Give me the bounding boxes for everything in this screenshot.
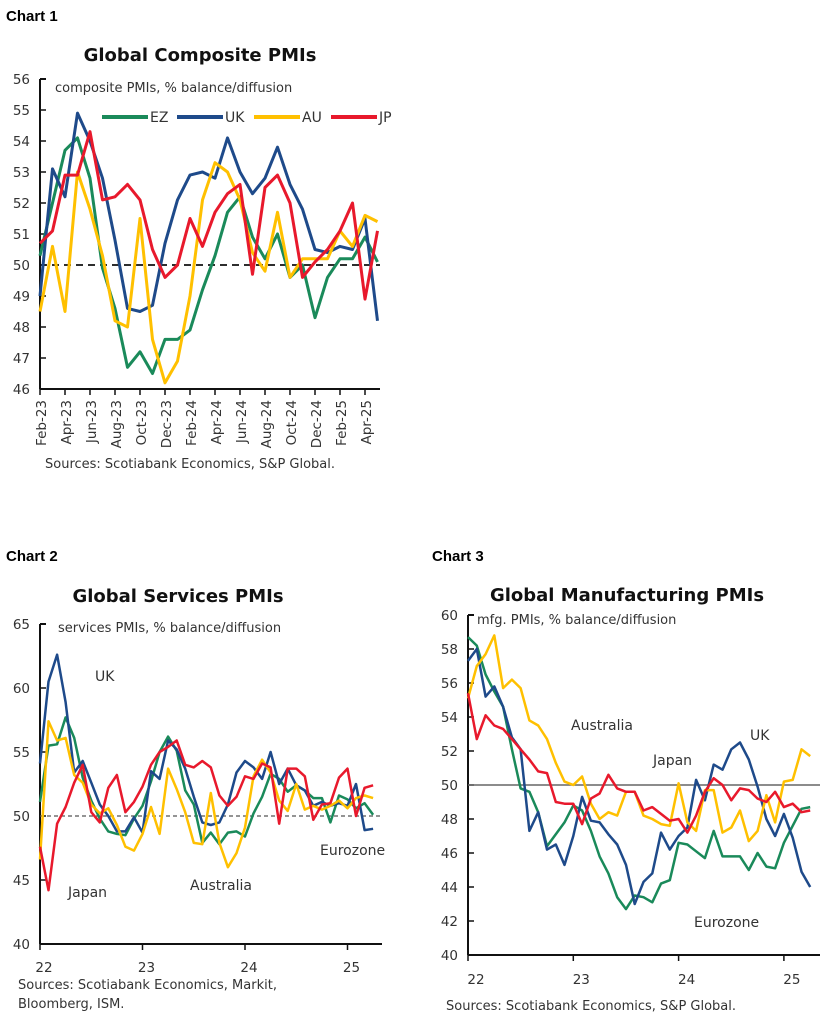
- chart-title: Global Composite PMIs: [84, 45, 317, 66]
- chart-source-line-1: Sources: Scotiabank Economics, Markit,: [18, 978, 277, 993]
- series-label-uk: UK: [750, 728, 770, 744]
- series-label-japan: Japan: [67, 885, 107, 901]
- y-tick-label: 52: [13, 196, 30, 212]
- y-tick-label: 53: [13, 165, 30, 181]
- y-tick-label: 56: [13, 72, 30, 88]
- legend-label-ez: EZ: [150, 110, 168, 126]
- x-tick-label: Apr-25: [359, 400, 375, 445]
- y-tick-label: 44: [441, 880, 458, 896]
- series-line-ez: [467, 636, 811, 911]
- series-line-au: [38, 161, 379, 385]
- x-tick-label: 22: [35, 960, 52, 976]
- y-tick-label: 50: [13, 258, 30, 274]
- x-tick-label: 23: [573, 972, 590, 988]
- x-tick-label: 24: [678, 972, 695, 988]
- x-tick-label: Feb-24: [184, 400, 200, 446]
- x-tick-label: Feb-25: [334, 400, 350, 446]
- y-tick-label: 50: [13, 809, 30, 825]
- x-tick-label: 25: [343, 960, 360, 976]
- y-tick-label: 51: [13, 227, 30, 243]
- y-tick-label: 55: [13, 103, 30, 119]
- y-tick-label: 52: [441, 744, 458, 760]
- y-tick-label: 60: [441, 608, 458, 624]
- composite-pmi-chart: Global Composite PMIs composite PMIs, % …: [13, 45, 392, 472]
- series-line-ez: [38, 136, 379, 375]
- series-line-jp: [466, 692, 811, 834]
- chart-3-label: Chart 3: [432, 548, 484, 565]
- y-tick-label: 42: [441, 914, 458, 930]
- x-tick-label: Oct-24: [284, 400, 300, 445]
- series-label-uk: UK: [95, 669, 115, 685]
- chart-1-label: Chart 1: [6, 8, 58, 25]
- x-tick-label: Feb-23: [34, 400, 50, 446]
- chart-source-line-2: Bloomberg, ISM.: [18, 997, 124, 1012]
- series-label-eurozone: Eurozone: [320, 843, 385, 859]
- x-tick-label: Aug-24: [259, 400, 275, 448]
- legend-label-uk: UK: [225, 110, 245, 126]
- chart-title: Global Services PMIs: [72, 586, 283, 607]
- series-label-australia: Australia: [571, 718, 633, 734]
- series-label-australia: Australia: [190, 878, 252, 894]
- x-tick-label: Jun-23: [84, 400, 100, 444]
- y-tick-label: 47: [13, 351, 30, 367]
- y-tick-label: 48: [441, 812, 458, 828]
- y-tick-label: 45: [13, 873, 30, 889]
- series-label-japan: Japan: [652, 753, 692, 769]
- chart-subtitle: mfg. PMIs, % balance/diffusion: [477, 613, 676, 628]
- series-line-uk: [466, 647, 812, 906]
- x-tick-label: Oct-23: [134, 400, 150, 445]
- series-line-jp: [38, 130, 379, 301]
- chart-subtitle: composite PMIs, % balance/diffusion: [55, 81, 292, 96]
- x-tick-label: Dec-23: [159, 400, 175, 448]
- x-tick-label: 22: [467, 972, 484, 988]
- y-tick-label: 60: [13, 681, 30, 697]
- y-tick-label: 40: [441, 948, 458, 964]
- x-tick-label: 25: [783, 972, 800, 988]
- x-tick-label: 24: [240, 960, 257, 976]
- y-tick-label: 50: [441, 778, 458, 794]
- x-tick-label: Apr-24: [209, 400, 225, 445]
- y-tick-label: 46: [13, 382, 30, 398]
- series-label-eurozone: Eurozone: [694, 915, 759, 931]
- y-tick-label: 65: [13, 617, 30, 633]
- y-tick-label: 40: [13, 937, 30, 953]
- y-tick-label: 46: [441, 846, 458, 862]
- x-tick-label: Dec-24: [309, 400, 325, 448]
- series-line-jp: [38, 739, 374, 892]
- y-tick-label: 48: [13, 320, 30, 336]
- y-tick-label: 54: [13, 134, 30, 150]
- chart-subtitle: services PMIs, % balance/diffusion: [58, 621, 281, 636]
- x-tick-label: 23: [138, 960, 155, 976]
- x-tick-label: Apr-23: [59, 400, 75, 445]
- y-tick-label: 56: [441, 676, 458, 692]
- chart-source: Sources: Scotiabank Economics, S&P Globa…: [446, 999, 736, 1014]
- x-tick-label: Jun-24: [234, 400, 250, 444]
- y-tick-label: 55: [13, 745, 30, 761]
- chart-2-label: Chart 2: [6, 548, 58, 565]
- chart-title: Global Manufacturing PMIs: [490, 585, 764, 606]
- legend-label-au: AU: [302, 110, 322, 126]
- legend-label-jp: JP: [378, 110, 392, 126]
- y-tick-label: 54: [441, 710, 458, 726]
- y-tick-label: 58: [441, 642, 458, 658]
- chart-source: Sources: Scotiabank Economics, S&P Globa…: [45, 457, 335, 472]
- x-tick-label: Aug-23: [109, 400, 125, 448]
- series-line-au: [38, 720, 374, 869]
- y-tick-label: 49: [13, 289, 30, 305]
